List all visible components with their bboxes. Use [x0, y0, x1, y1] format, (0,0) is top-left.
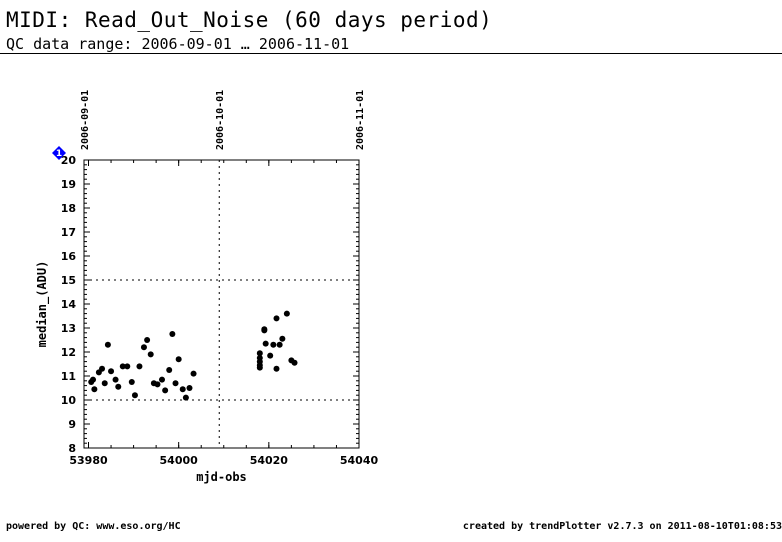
x-tick-label: 54040 — [340, 454, 379, 467]
y-tick-label: 11 — [61, 370, 76, 383]
y-tick-label: 10 — [61, 394, 77, 407]
data-point — [276, 341, 283, 348]
data-point — [172, 380, 179, 387]
grid-lines — [83, 160, 360, 448]
data-point — [131, 392, 138, 399]
y-tick-label: 15 — [61, 274, 76, 287]
x-tick-label: 54020 — [250, 454, 289, 467]
data-point — [140, 344, 147, 351]
y-tick-label: 8 — [68, 442, 76, 455]
data-point — [190, 370, 197, 377]
y-tick-label: 14 — [61, 298, 77, 311]
y-tick-label: 12 — [61, 346, 76, 359]
data-point — [267, 352, 274, 359]
data-point — [90, 376, 97, 383]
data-point — [158, 376, 165, 383]
data-point — [115, 383, 122, 390]
data-point — [273, 315, 280, 322]
data-point — [262, 340, 269, 347]
data-point — [136, 363, 143, 370]
data-point — [270, 341, 277, 348]
footer-created-by: created by trendPlotter v2.7.3 on 2011-0… — [462, 521, 782, 532]
y-tick-label: 20 — [61, 154, 77, 167]
x-tick-label: 54000 — [160, 454, 199, 467]
data-point — [101, 380, 108, 387]
y-tick-label: 9 — [68, 418, 76, 431]
data-point — [175, 356, 182, 363]
data-point — [104, 341, 111, 348]
data-point — [162, 387, 169, 394]
info-marker-icon[interactable]: 1 — [52, 146, 66, 160]
data-point — [166, 367, 173, 373]
data-point — [182, 394, 189, 401]
data-range-subtitle: QC data range: 2006-09-01 … 2006-11-01 — [6, 35, 350, 53]
y-tick-label: 13 — [61, 322, 76, 335]
data-point — [144, 337, 151, 343]
data-point — [112, 376, 119, 383]
data-point — [99, 365, 106, 372]
header-divider — [0, 53, 782, 54]
y-axis-label: median_(ADU) — [35, 261, 50, 348]
data-point — [108, 368, 115, 375]
data-point — [279, 335, 286, 342]
y-tick-label: 18 — [61, 202, 76, 215]
data-point — [283, 310, 290, 317]
data-points — [88, 310, 298, 401]
date-tick-label: 2006-09-01 — [80, 90, 91, 150]
data-point — [124, 363, 131, 370]
diamond-icon[interactable] — [52, 146, 66, 160]
data-point — [273, 365, 280, 372]
data-point — [186, 385, 193, 391]
axis-ticks — [84, 159, 360, 449]
data-point — [154, 381, 161, 388]
plot-frame — [83, 159, 360, 449]
data-point — [147, 351, 154, 358]
data-point — [256, 350, 263, 357]
y-tick-label: 16 — [61, 250, 77, 263]
data-point — [91, 386, 98, 393]
marker-label: 1 — [56, 149, 62, 159]
data-point — [256, 364, 263, 371]
date-tick-label: 2006-11-01 — [355, 90, 366, 150]
x-axis-label: mjd-obs — [196, 470, 247, 484]
date-tick-labels: 2006-09-01 2006-10-01 2006-11-01 — [80, 90, 366, 150]
y-tick-label: 19 — [61, 178, 76, 191]
data-point — [261, 327, 268, 334]
date-tick-label: 2006-10-01 — [215, 90, 226, 150]
page-title: MIDI: Read_Out_Noise (60 days period) — [6, 8, 493, 32]
data-point — [128, 379, 135, 385]
data-point — [119, 363, 126, 370]
y-tick-label: 17 — [61, 226, 76, 239]
data-point — [179, 386, 186, 393]
data-point — [169, 331, 176, 337]
footer-powered-by: powered by QC: www.eso.org/HC — [6, 521, 181, 532]
x-tick-label: 53980 — [69, 454, 108, 467]
data-point — [291, 359, 298, 366]
tick-labels: 8 9 10 11 12 13 14 15 16 17 18 19 20 53980 54000 54020 5… — [61, 154, 379, 467]
